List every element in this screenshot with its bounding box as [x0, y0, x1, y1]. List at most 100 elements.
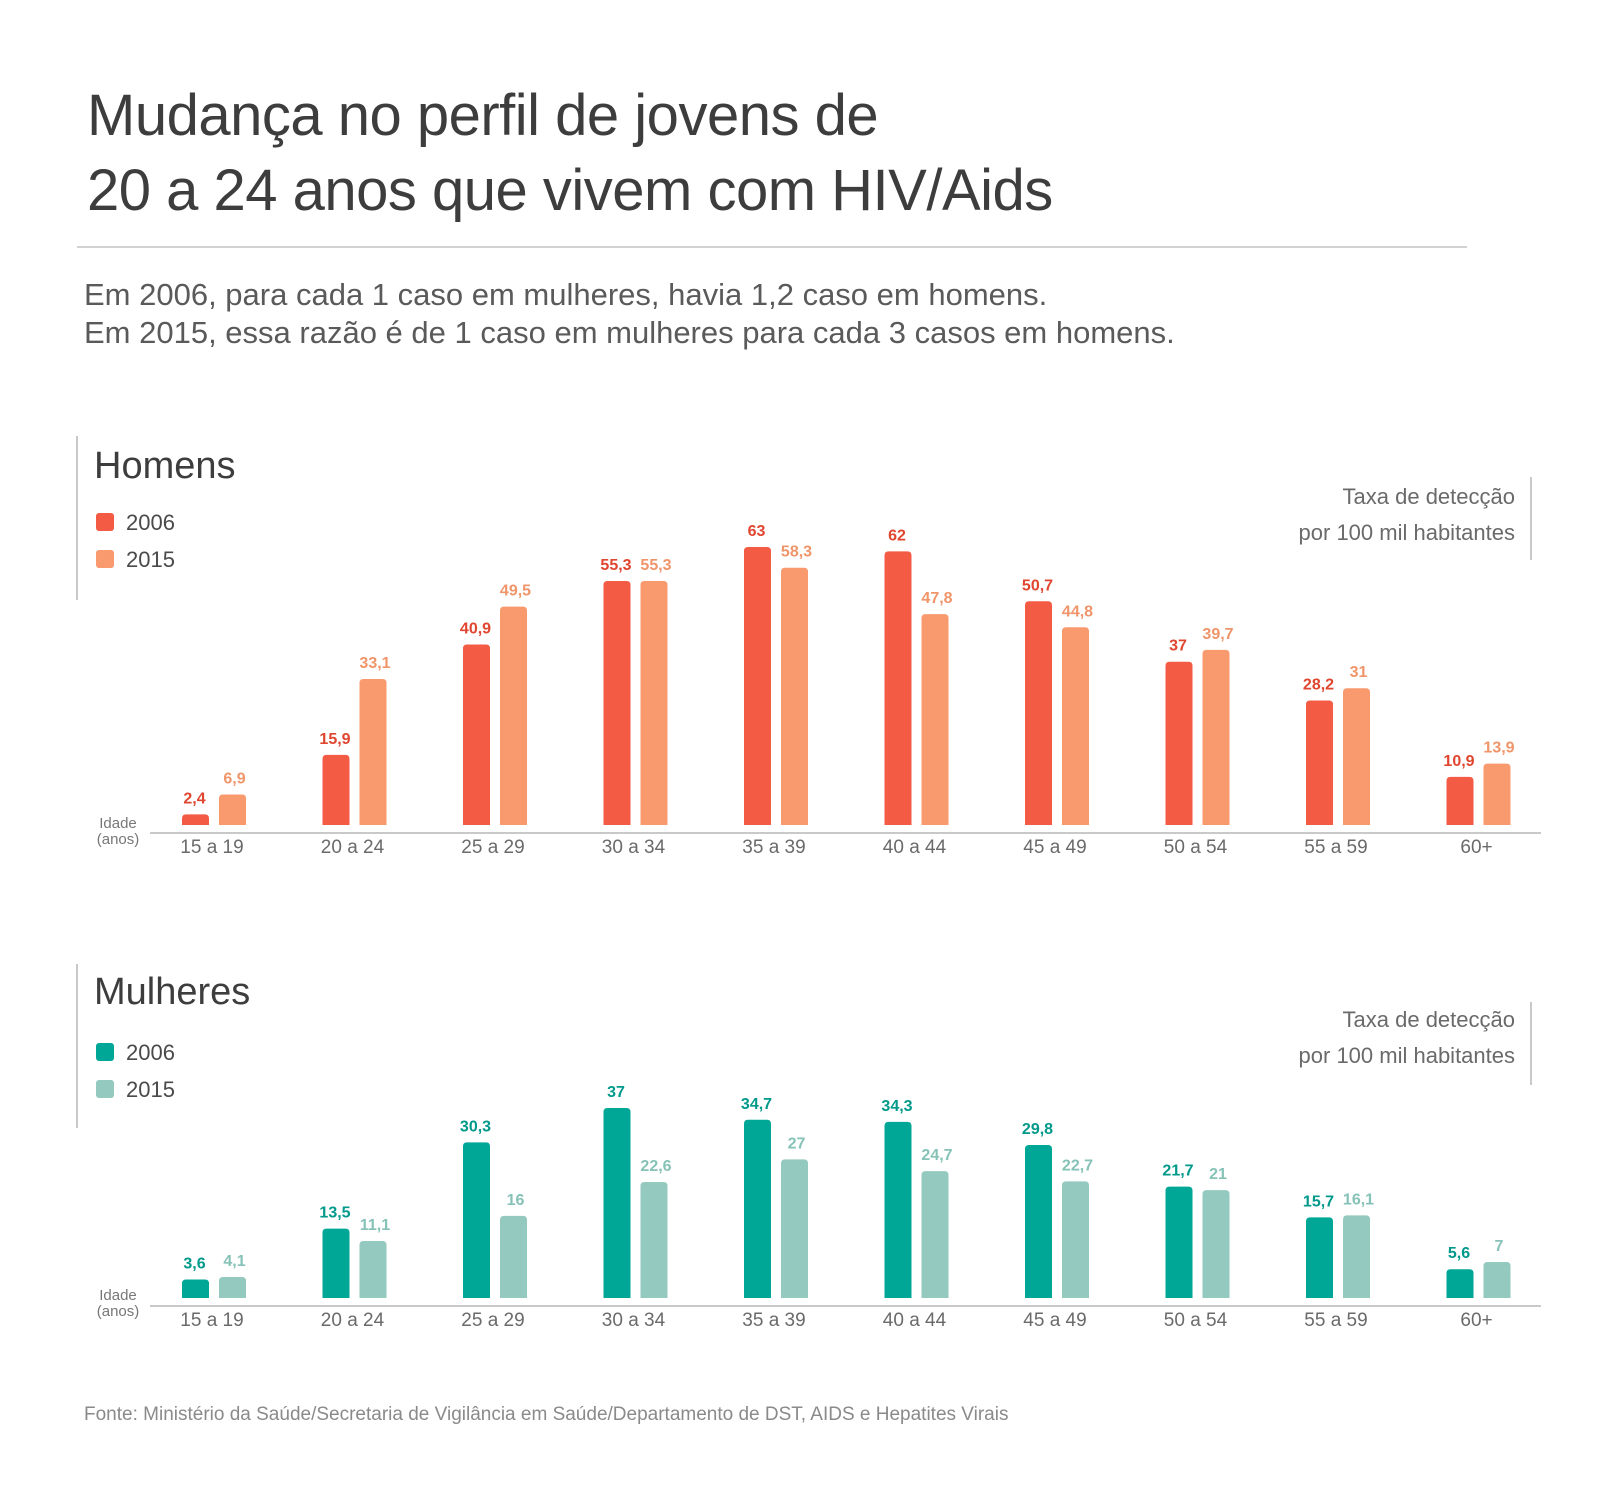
bar-2015 [1483, 763, 1511, 825]
tick-label: 20 a 24 [321, 837, 385, 858]
data-label-2006: 28,2 [1303, 677, 1334, 694]
data-label-2015: 13,9 [1483, 740, 1514, 757]
tick-label: 15 a 19 [180, 837, 243, 858]
bar-2015 [921, 614, 949, 825]
bar-2015 [781, 1159, 808, 1298]
bar-2015 [1343, 688, 1370, 825]
tick-label: 15 a 19 [180, 1310, 243, 1331]
tick-label: 45 a 49 [1023, 1310, 1086, 1331]
title-line-1: Mudança no perfil de jovens de [87, 83, 879, 148]
data-label-2015: 6,9 [223, 771, 245, 788]
bar-2015 [1062, 1181, 1089, 1298]
page-title: Mudança no perfil de jovens de 20 a 24 a… [87, 78, 1053, 228]
bar-2015 [640, 1181, 668, 1298]
bar-2015 [1062, 627, 1089, 825]
mulheres-chart-title: Mulheres [94, 971, 250, 1013]
legend-label-2006: 2006 [126, 1040, 175, 1065]
data-label-2006: 62 [888, 527, 906, 544]
tick-label: 60+ [1460, 1310, 1492, 1331]
mulheres-xlabel-2: (anos) [97, 1303, 140, 1320]
data-label-2015: 55,3 [640, 557, 671, 574]
bar-2006 [603, 1108, 631, 1298]
bar-2006 [744, 1119, 771, 1298]
tick-label: 25 a 29 [461, 837, 524, 858]
bar-2006 [182, 814, 209, 825]
homens-unit-label-1: Taxa de detecção [1343, 484, 1515, 509]
bar-2006 [1025, 1144, 1052, 1298]
legend-label-2015: 2015 [126, 547, 175, 572]
bar-2015 [921, 1171, 949, 1298]
data-label-2006: 21,7 [1162, 1163, 1193, 1180]
data-label-2006: 3,6 [183, 1256, 205, 1273]
subtitle-line-2: Em 2015, essa razão é de 1 caso em mulhe… [84, 315, 1175, 350]
homens-unit-label-2: por 100 mil habitantes [1299, 520, 1515, 545]
legend-swatch-2006 [96, 513, 114, 531]
bar-2015 [359, 1241, 387, 1298]
bar-2015 [219, 794, 246, 825]
bar-2006 [1165, 661, 1193, 825]
bar-2015 [219, 1276, 246, 1298]
data-label-2006: 15,9 [319, 731, 350, 748]
data-label-2006: 34,7 [741, 1096, 772, 1113]
legend-swatch-2015 [96, 550, 114, 568]
bar-2006 [463, 644, 490, 825]
legend-label-2015: 2015 [126, 1077, 175, 1102]
bar-2015 [1202, 1190, 1230, 1298]
data-label-2015: 49,5 [500, 583, 531, 600]
data-label-2006: 34,3 [881, 1098, 912, 1115]
homens-chart-title: Homens [94, 445, 236, 487]
tick-label: 45 a 49 [1023, 837, 1086, 858]
bar-2006 [1446, 776, 1474, 825]
bar-2006 [884, 551, 912, 825]
bar-2015 [500, 1215, 527, 1298]
data-label-2015: 47,8 [921, 590, 952, 607]
tick-label: 35 a 39 [742, 1310, 805, 1331]
data-label-2006: 29,8 [1022, 1121, 1053, 1138]
bar-2006 [322, 754, 350, 825]
data-label-2006: 37 [607, 1084, 625, 1101]
tick-label: 35 a 39 [742, 837, 805, 858]
data-label-2015: 58,3 [781, 544, 812, 561]
bar-2015 [1202, 649, 1230, 825]
data-label-2006: 55,3 [600, 557, 631, 574]
homens-xlabel-2: (anos) [97, 831, 140, 848]
tick-label: 55 a 59 [1304, 837, 1367, 858]
mulheres-unit-label-2: por 100 mil habitantes [1299, 1043, 1515, 1068]
data-label-2015: 4,1 [223, 1253, 245, 1270]
data-label-2006: 30,3 [460, 1118, 491, 1135]
data-label-2015: 22,7 [1062, 1157, 1093, 1174]
data-label-2015: 16 [507, 1192, 525, 1209]
title-divider [77, 246, 1467, 248]
bar-2006 [884, 1121, 912, 1298]
bar-2015 [359, 678, 387, 825]
tick-label: 50 a 54 [1164, 1310, 1228, 1331]
bar-2006 [603, 580, 631, 825]
bar-2006 [1446, 1269, 1474, 1298]
data-label-2015: 21 [1209, 1166, 1227, 1183]
bar-2006 [463, 1142, 490, 1298]
tick-label: 30 a 34 [602, 837, 666, 858]
data-label-2015: 44,8 [1062, 603, 1093, 620]
title-line-2: 20 a 24 anos que vivem com HIV/Aids [87, 158, 1053, 223]
bar-2006 [1306, 700, 1333, 825]
bar-2006 [1306, 1217, 1333, 1298]
data-label-2006: 50,7 [1022, 577, 1053, 594]
tick-label: 50 a 54 [1164, 837, 1228, 858]
data-label-2015: 39,7 [1202, 626, 1233, 643]
data-label-2015: 7 [1495, 1238, 1504, 1255]
tick-label: 55 a 59 [1304, 1310, 1367, 1331]
data-label-2006: 63 [748, 523, 766, 540]
data-label-2015: 24,7 [921, 1147, 952, 1164]
data-label-2006: 40,9 [460, 621, 491, 638]
tick-label: 40 a 44 [883, 1310, 947, 1331]
chart-mulheres: Mulheres 2006 2015 Taxa de detecção por 100 … [76, 964, 1541, 1331]
subtitle-line-1: Em 2006, para cada 1 caso em mulheres, h… [84, 277, 1048, 312]
tick-label: 20 a 24 [321, 1310, 385, 1331]
mulheres-xlabel-1: Idade [99, 1287, 137, 1304]
data-label-2015: 31 [1350, 664, 1368, 681]
homens-xlabel-1: Idade [99, 815, 137, 832]
data-label-2006: 13,5 [319, 1205, 350, 1222]
tick-label: 30 a 34 [602, 1310, 666, 1331]
tick-label: 60+ [1460, 837, 1492, 858]
bar-2006 [322, 1228, 350, 1298]
